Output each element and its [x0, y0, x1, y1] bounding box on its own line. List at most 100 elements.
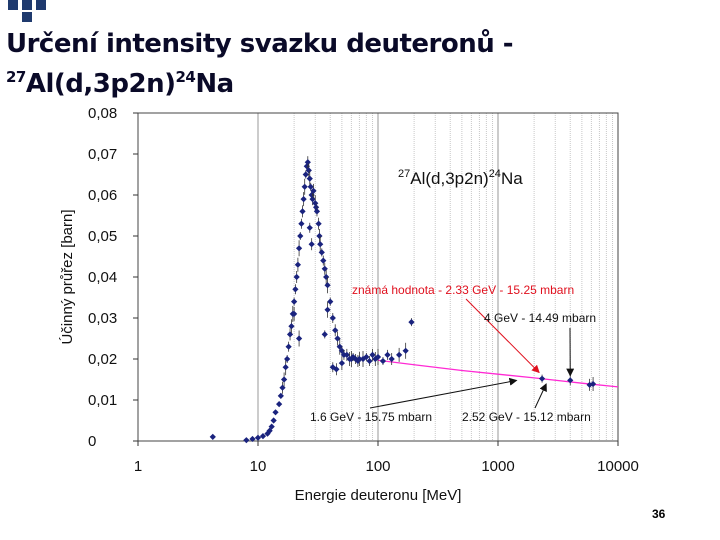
data-point: [327, 298, 334, 305]
data-point: [316, 232, 323, 240]
data-point: [295, 245, 303, 252]
data-point: [308, 241, 315, 248]
data-point: [280, 376, 288, 383]
title-reaction: Al(d,3p2n): [25, 69, 176, 99]
annotation-known-value: známá hodnota - 2.33 GeV - 15.25 mbarn: [352, 283, 574, 297]
data-point: [277, 392, 284, 400]
data-point: [285, 343, 292, 350]
x-axis-label: Energie deuteronu [MeV]: [295, 487, 462, 504]
y-tick-label: 0,03: [88, 310, 117, 327]
data-point: [336, 343, 343, 350]
data-point: [259, 432, 267, 440]
x-tick-label: 10000: [597, 458, 639, 475]
arrow-1-6gev: [369, 377, 518, 409]
data-point: [334, 335, 341, 342]
data-point: [270, 417, 277, 424]
title-sup-mass-out: 24: [175, 68, 196, 86]
data-point: [323, 273, 330, 281]
data-point: [318, 249, 325, 256]
chart-title-reaction: Al(d,3p2n): [410, 169, 488, 188]
data-point: [272, 409, 279, 416]
data-point: [388, 355, 395, 363]
page-number: 36: [652, 507, 666, 521]
data-point: [309, 195, 316, 203]
title-line-1: Určení intensity svazku deuteronů -: [6, 29, 514, 59]
title-sup-mass-in: 27: [6, 68, 26, 86]
data-point: [300, 195, 307, 203]
data-point: [299, 208, 306, 215]
corner-bullets: [8, 0, 52, 22]
slide-title: Určení intensity svazku deuteronů - 27Al…: [6, 28, 514, 101]
data-point: [366, 357, 373, 365]
data-point: [243, 437, 250, 444]
data-point: [402, 347, 409, 354]
data-point: [306, 175, 313, 182]
data-point: [321, 265, 328, 272]
y-tick-label: 0,01: [88, 392, 117, 409]
data-point: [320, 257, 327, 264]
chart-title: 27Al(d,3p2n)24Na: [398, 168, 523, 188]
data-point: [284, 355, 291, 363]
data-point: [338, 359, 345, 367]
data-point: [324, 282, 331, 289]
data-point: [379, 357, 387, 365]
data-point: [384, 351, 391, 359]
data-point: [298, 220, 305, 227]
title-product: Na: [195, 69, 234, 99]
annotation-1-6gev: 1.6 GeV - 15.75 mbarn: [310, 410, 432, 424]
x-tick-label: 100: [365, 458, 390, 475]
y-tick-label: 0,07: [88, 146, 117, 163]
data-point: [317, 241, 324, 248]
data-point: [282, 364, 289, 371]
data-point: [408, 318, 415, 326]
y-tick-label: 0,08: [88, 105, 117, 122]
title-line-2: 27Al(d,3p2n)24Na: [6, 68, 234, 99]
y-tick-label: 0: [88, 433, 96, 450]
data-point: [324, 306, 331, 313]
data-point: [356, 355, 363, 363]
data-point: [295, 335, 303, 342]
data-point: [332, 327, 339, 334]
data-point: [297, 232, 304, 240]
y-tick-label: 0,04: [88, 269, 117, 286]
data-point: [291, 298, 298, 305]
fit-line: [377, 359, 619, 388]
data-point: [374, 353, 382, 361]
data-point: [329, 314, 336, 322]
data-point: [369, 351, 376, 359]
data-point: [343, 351, 350, 359]
data-point: [333, 366, 340, 373]
known-value-arrow: [465, 298, 540, 374]
data-point: [279, 384, 286, 391]
y-tick-label: 0,02: [88, 351, 117, 368]
annotation-2-52gev: 2.52 GeV - 15.12 mbarn: [462, 410, 591, 424]
data-point: [301, 183, 308, 190]
high-energy-point: [538, 375, 546, 382]
y-tick-label: 0,05: [88, 228, 117, 245]
data-point: [291, 310, 298, 318]
data-point: [306, 224, 313, 231]
x-tick-label: 10: [250, 458, 267, 475]
data-point: [209, 433, 216, 441]
chart-title-sup-in: 27: [398, 168, 410, 180]
y-axis-label: Účinný průřez [barn]: [59, 209, 76, 344]
data-point: [294, 261, 302, 268]
data-point: [254, 434, 262, 441]
arrow-2-52gev: [534, 383, 547, 409]
data-point: [292, 286, 299, 293]
annotation-4gev: 4 GeV - 14.49 mbarn: [484, 311, 596, 325]
data-point: [363, 353, 370, 361]
x-tick-label: 1: [134, 458, 142, 475]
data-point: [288, 323, 295, 330]
data-point: [396, 351, 403, 359]
chart-title-sup-out: 24: [489, 168, 501, 180]
x-tick-label: 1000: [481, 458, 514, 475]
data-point: [321, 331, 328, 338]
chart-title-product: Na: [501, 169, 523, 188]
data-point: [268, 423, 275, 430]
y-tick-label: 0,06: [88, 187, 117, 204]
data-point: [315, 220, 322, 227]
data-point: [276, 400, 283, 408]
data-point: [293, 273, 300, 281]
